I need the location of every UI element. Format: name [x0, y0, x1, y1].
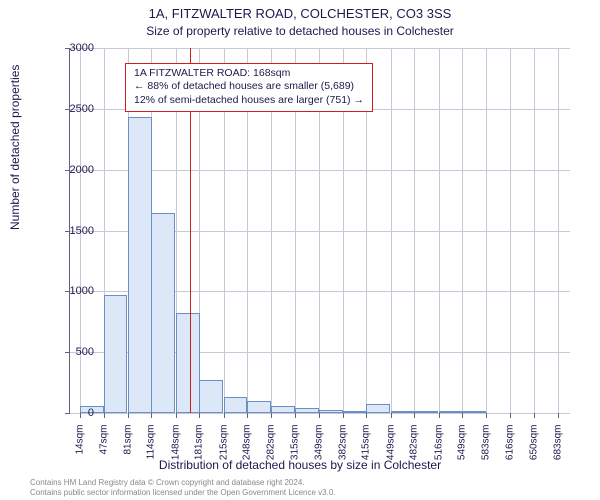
histogram-bar — [224, 397, 248, 413]
chart-title-main: 1A, FITZWALTER ROAD, COLCHESTER, CO3 3SS — [0, 6, 600, 21]
x-tick — [247, 413, 248, 418]
histogram-bar — [391, 411, 415, 413]
x-tick — [510, 413, 511, 418]
histogram-bar — [104, 295, 128, 413]
footer-attribution: Contains HM Land Registry data © Crown c… — [30, 478, 590, 498]
annotation-line-1: 1A FITZWALTER ROAD: 168sqm — [134, 67, 290, 79]
footer-line-2: Contains public sector information licen… — [30, 488, 336, 497]
histogram-bar — [295, 408, 319, 413]
chart-title-sub: Size of property relative to detached ho… — [0, 24, 600, 38]
x-tick-label: 482sqm — [409, 425, 420, 473]
x-tick-label: 616sqm — [505, 425, 516, 473]
histogram-bar — [128, 117, 152, 413]
histogram-bar — [151, 213, 175, 413]
histogram-bar — [199, 380, 223, 413]
x-tick — [151, 413, 152, 418]
x-tick-label: 215sqm — [218, 425, 229, 473]
histogram-bar — [271, 406, 295, 413]
x-tick-label: 148sqm — [170, 425, 181, 473]
y-tick-label: 1500 — [54, 225, 94, 237]
y-tick-label: 2500 — [54, 103, 94, 115]
x-tick-label: 282sqm — [266, 425, 277, 473]
y-tick-label: 3000 — [54, 42, 94, 54]
y-tick-label: 2000 — [54, 164, 94, 176]
annotation-box: 1A FITZWALTER ROAD: 168sqm← 88% of detac… — [125, 63, 373, 112]
histogram-bar — [319, 410, 343, 413]
histogram-bar — [462, 411, 486, 413]
x-tick — [295, 413, 296, 418]
grid-line — [558, 48, 559, 413]
x-tick — [128, 413, 129, 418]
annotation-line-3: 12% of semi-detached houses are larger (… — [134, 94, 364, 106]
x-tick — [366, 413, 367, 418]
x-tick — [439, 413, 440, 418]
y-tick-label: 0 — [54, 407, 94, 419]
histogram-bar — [366, 404, 390, 413]
x-tick — [414, 413, 415, 418]
x-tick — [462, 413, 463, 418]
x-tick-label: 81sqm — [122, 425, 133, 473]
x-tick-label: 449sqm — [385, 425, 396, 473]
x-tick-label: 516sqm — [433, 425, 444, 473]
histogram-bar — [439, 411, 463, 413]
grid-line — [391, 48, 392, 413]
x-tick-label: 47sqm — [98, 425, 109, 473]
histogram-bar — [414, 411, 438, 413]
x-tick — [176, 413, 177, 418]
x-tick-label: 549sqm — [457, 425, 468, 473]
x-tick-label: 315sqm — [290, 425, 301, 473]
x-tick-label: 583sqm — [481, 425, 492, 473]
annotation-line-2: ← 88% of detached houses are smaller (5,… — [134, 80, 354, 92]
x-tick-label: 683sqm — [552, 425, 563, 473]
y-axis-label: Number of detached properties — [8, 65, 22, 230]
footer-line-1: Contains HM Land Registry data © Crown c… — [30, 478, 305, 487]
x-tick-label: 114sqm — [146, 425, 157, 473]
x-tick — [224, 413, 225, 418]
grid-line — [462, 48, 463, 413]
grid-line — [439, 48, 440, 413]
x-tick — [104, 413, 105, 418]
y-tick-label: 500 — [54, 346, 94, 358]
histogram-bar — [176, 313, 200, 413]
x-tick-label: 14sqm — [75, 425, 86, 473]
x-tick — [486, 413, 487, 418]
x-tick — [391, 413, 392, 418]
x-tick — [199, 413, 200, 418]
x-tick — [319, 413, 320, 418]
chart-container: 1A, FITZWALTER ROAD, COLCHESTER, CO3 3SS… — [0, 0, 600, 500]
y-tick-label: 1000 — [54, 285, 94, 297]
histogram-bar — [343, 411, 367, 413]
grid-line — [414, 48, 415, 413]
x-tick — [343, 413, 344, 418]
plot-area: 1A FITZWALTER ROAD: 168sqm← 88% of detac… — [70, 48, 570, 413]
x-tick — [558, 413, 559, 418]
grid-line — [534, 48, 535, 413]
x-tick-label: 248sqm — [242, 425, 253, 473]
x-tick-label: 382sqm — [337, 425, 348, 473]
x-tick-label: 349sqm — [314, 425, 325, 473]
grid-line — [510, 48, 511, 413]
histogram-bar — [247, 401, 271, 413]
x-tick-label: 181sqm — [194, 425, 205, 473]
x-tick-label: 415sqm — [361, 425, 372, 473]
x-tick-label: 650sqm — [529, 425, 540, 473]
x-tick — [271, 413, 272, 418]
grid-line — [486, 48, 487, 413]
x-tick — [534, 413, 535, 418]
